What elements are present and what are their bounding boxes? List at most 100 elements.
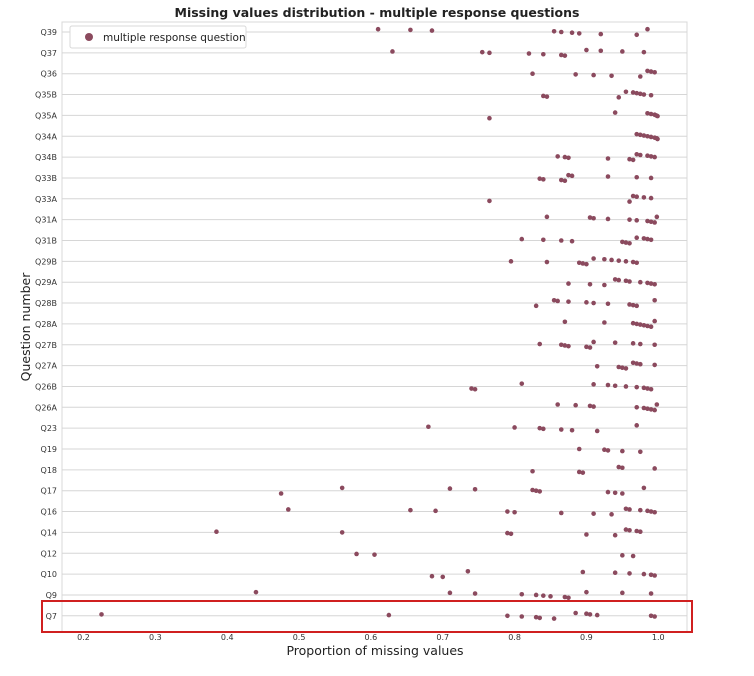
data-point [533,614,539,620]
data-point [634,218,640,223]
data-point [551,297,557,303]
data-point [569,238,575,244]
data-point [620,448,625,454]
data-point [584,47,589,53]
data-point [641,571,647,577]
data-point [519,381,525,386]
data-point [605,156,611,161]
data-point [591,256,596,261]
highlight-box [41,600,693,633]
data-point [623,506,629,512]
data-point [584,611,589,616]
data-point [605,382,611,388]
data-point [627,241,632,246]
data-point [487,198,492,204]
data-point [648,111,654,117]
data-point [652,362,657,368]
data-point [641,236,647,241]
data-point [641,405,647,411]
data-point [616,277,622,283]
data-point [634,131,640,137]
data-point [648,237,654,243]
data-point [591,339,596,345]
data-point [652,342,657,348]
data-point [537,489,543,494]
data-point [630,341,636,346]
data-point [616,95,622,100]
data-point [487,115,492,121]
data-point [645,280,650,286]
plot-frame [61,21,688,633]
data-point [634,174,640,180]
data-point [634,528,640,534]
data-point [641,49,647,55]
data-point [623,259,629,264]
data-point [533,592,539,598]
data-point [594,428,600,434]
data-point [638,529,643,534]
data-point [648,92,654,98]
data-point [551,616,557,621]
data-point [584,532,589,537]
data-point [253,589,259,595]
data-point [408,507,413,513]
data-point [645,236,650,242]
data-point [533,488,539,494]
data-point [609,512,614,517]
data-point [634,405,640,410]
data-point [566,595,571,601]
data-point [562,594,568,600]
data-point [537,176,543,181]
data-point [605,448,611,453]
y-tick-label: Q35A [35,111,57,120]
data-point [623,240,629,245]
data-point [645,68,650,74]
data-point [584,261,589,267]
data-point [627,571,632,576]
data-point [652,466,657,471]
y-axis: Q39 Q37 Q36 Q35B Q35A Q34A Q34B Q33B Q33A Q31A Q31… [35,28,57,621]
data-point [638,361,643,367]
data-point [587,215,593,220]
data-point [630,302,636,308]
data-point [558,510,564,516]
data-point [648,509,654,514]
data-point [541,426,546,432]
data-point [591,72,596,78]
data-point [648,386,654,392]
data-point [569,30,575,35]
data-point [573,402,578,408]
data-point [558,342,564,348]
data-point [426,424,431,430]
data-point [447,590,453,596]
data-point [472,487,478,492]
data-point [465,569,471,574]
data-point [634,260,640,266]
data-point [620,590,625,596]
data-point [566,343,571,349]
data-point [634,423,640,428]
data-point [652,573,657,578]
data-point [652,70,657,75]
data-point [652,614,657,619]
data-point [555,154,560,159]
data-point [641,385,647,391]
chart-title: Missing values distribution - multiple r… [175,5,580,20]
data-point [612,277,618,282]
data-point [576,469,582,475]
data-point [576,260,582,266]
data-point [591,300,596,306]
data-point [544,259,550,265]
data-point [654,402,660,407]
data-point [648,219,654,225]
y-tick-label: Q10 [41,570,57,579]
data-point [508,259,514,264]
data-point [339,485,345,491]
data-point [623,89,629,95]
data-point [602,320,607,325]
data-point [634,194,640,199]
y-tick-label: Q33B [35,174,57,183]
data-point [530,487,535,493]
data-point [591,511,596,516]
